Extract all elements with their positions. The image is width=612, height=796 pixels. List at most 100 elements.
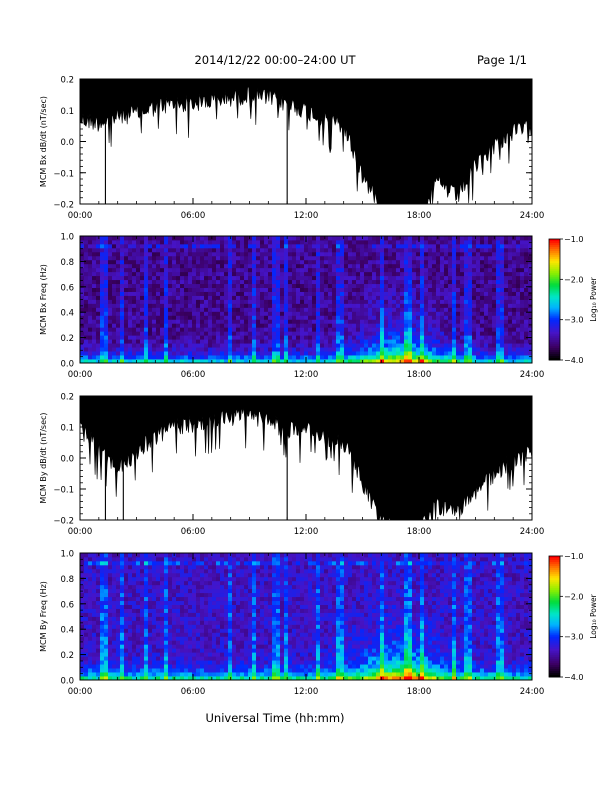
spectrogram-cell xyxy=(368,355,372,359)
spectrogram-cell xyxy=(84,561,88,565)
spectrogram-cell xyxy=(100,335,104,339)
spectrogram-cell xyxy=(424,248,428,252)
spectrogram-cell xyxy=(172,640,176,644)
spectrogram-cell xyxy=(320,288,324,292)
spectrogram-cell xyxy=(312,236,316,240)
spectrogram-cell xyxy=(508,268,512,272)
spectrogram-cell xyxy=(512,327,516,331)
spectrogram-cell xyxy=(404,311,408,315)
spectrogram-cell xyxy=(244,311,248,315)
spectrogram-cell xyxy=(372,303,376,307)
spectrogram-cell xyxy=(172,315,176,319)
spectrogram-cell xyxy=(136,351,140,355)
spectrogram-cell xyxy=(156,613,160,617)
spectrogram-cell xyxy=(132,573,136,577)
spectrogram-cell xyxy=(100,601,104,605)
spectrogram-cell xyxy=(500,236,504,240)
spectrogram-cell xyxy=(344,331,348,335)
spectrogram-cell xyxy=(112,640,116,644)
spectrogram-cell xyxy=(432,323,436,327)
spectrogram-cell xyxy=(428,276,432,280)
spectrogram-cell xyxy=(412,311,416,315)
spectrogram-cell xyxy=(384,311,388,315)
spectrogram-cell xyxy=(524,319,528,323)
spectrogram-cell xyxy=(152,300,156,304)
spectrogram-cell xyxy=(312,296,316,300)
spectrogram-cell xyxy=(428,268,432,272)
spectrogram-cell xyxy=(88,581,92,585)
spectrogram-cell xyxy=(100,648,104,652)
spectrogram-cell xyxy=(260,335,264,339)
spectrogram-cell xyxy=(508,319,512,323)
spectrogram-cell xyxy=(128,668,132,672)
spectrogram-cell xyxy=(440,244,444,248)
spectrogram-cell xyxy=(188,644,192,648)
spectrogram-cell xyxy=(376,292,380,296)
spectrogram-cell xyxy=(128,656,132,660)
spectrogram-cell xyxy=(408,288,412,292)
spectrogram-cell xyxy=(112,589,116,593)
spectrogram-cell xyxy=(128,236,132,240)
spectrogram-cell xyxy=(268,319,272,323)
spectrogram-cell xyxy=(128,311,132,315)
spectrogram-cell xyxy=(140,553,144,557)
spectrogram-cell xyxy=(100,557,104,561)
spectrogram-cell xyxy=(400,296,404,300)
spectrogram-cell xyxy=(388,303,392,307)
spectrogram-cell xyxy=(216,331,220,335)
spectrogram-cell xyxy=(388,343,392,347)
spectrogram-cell xyxy=(120,620,124,624)
spectrogram-cell xyxy=(328,276,332,280)
spectrogram-cell xyxy=(448,323,452,327)
spectrogram-cell xyxy=(420,323,424,327)
spectrogram-cell xyxy=(424,296,428,300)
spectrogram-cell xyxy=(268,252,272,256)
spectrogram-cell xyxy=(116,347,120,351)
spectrogram-cell xyxy=(256,303,260,307)
spectrogram-cell xyxy=(144,335,148,339)
spectrogram-cell xyxy=(116,276,120,280)
spectrogram-cell xyxy=(264,240,268,244)
spectrogram-cell xyxy=(92,288,96,292)
spectrogram-cell xyxy=(172,327,176,331)
spectrogram-cell xyxy=(88,256,92,260)
spectrogram-cell xyxy=(240,280,244,284)
spectrogram-cell xyxy=(188,620,192,624)
spectrogram-cell xyxy=(148,319,152,323)
spectrogram-cell xyxy=(140,240,144,244)
spectrogram-cell xyxy=(296,335,300,339)
spectrogram-cell xyxy=(196,315,200,319)
spectrogram-cell xyxy=(152,284,156,288)
spectrogram-cell xyxy=(252,284,256,288)
spectrogram-cell xyxy=(84,323,88,327)
spectrogram-cell xyxy=(300,315,304,319)
spectrogram-cell xyxy=(380,244,384,248)
spectrogram-cell xyxy=(220,292,224,296)
spectrogram-cell xyxy=(104,323,108,327)
spectrogram-cell xyxy=(468,315,472,319)
spectrogram-cell xyxy=(372,244,376,248)
spectrogram-cell xyxy=(180,296,184,300)
spectrogram-cell xyxy=(164,557,168,561)
spectrogram-cell xyxy=(88,613,92,617)
spectrogram-cell xyxy=(212,276,216,280)
spectrogram-cell xyxy=(112,648,116,652)
spectrogram-cell xyxy=(108,553,112,557)
spectrogram-cell xyxy=(404,272,408,276)
spectrogram-cell xyxy=(372,343,376,347)
spectrogram-cell xyxy=(128,252,132,256)
spectrogram-cell xyxy=(168,327,172,331)
spectrogram-cell xyxy=(436,327,440,331)
spectrogram-cell xyxy=(468,300,472,304)
spectrogram-cell xyxy=(444,355,448,359)
spectrogram-cell xyxy=(84,252,88,256)
spectrogram-cell xyxy=(292,272,296,276)
spectrogram-cell xyxy=(292,311,296,315)
spectrogram-cell xyxy=(420,355,424,359)
spectrogram-cell xyxy=(432,327,436,331)
spectrogram-cell xyxy=(416,268,420,272)
spectrogram-cell xyxy=(480,307,484,311)
spectrogram-cell xyxy=(208,331,212,335)
spectrogram-cell xyxy=(120,624,124,628)
spectrogram-cell xyxy=(120,331,124,335)
